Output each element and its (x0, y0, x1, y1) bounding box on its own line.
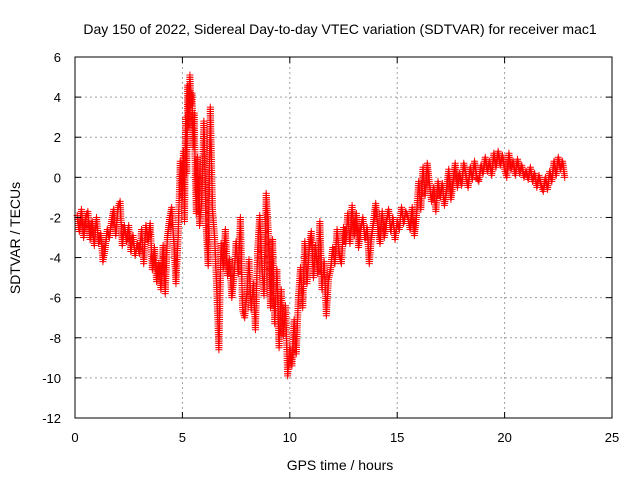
y-tick-label: -2 (49, 210, 61, 225)
x-axis-label: GPS time / hours (287, 457, 394, 473)
data-point-sample (101, 248, 109, 256)
x-tick-label: 0 (71, 430, 78, 445)
y-tick-label: -12 (42, 411, 61, 426)
data-point-sample (107, 219, 115, 227)
x-tick-label: 15 (390, 430, 404, 445)
y-tick-label: 2 (54, 130, 61, 145)
y-tick-label: -4 (49, 251, 61, 266)
axis-ticks: 0 5 10 15 20 25 -12 -10 -8 -6 -4 -2 0 2 4 6 (42, 50, 619, 445)
x-tick-label: 20 (497, 430, 511, 445)
data-point-sample (238, 304, 246, 312)
y-tick-label: 0 (54, 170, 61, 185)
data-point-sample (324, 278, 332, 286)
data-point-sample (165, 217, 173, 225)
data-points (73, 71, 569, 380)
y-tick-label: 4 (54, 90, 61, 105)
y-tick-label: 6 (54, 50, 61, 65)
y-axis-label: SDTVAR / TECUs (7, 182, 23, 294)
x-tick-label: 5 (179, 430, 186, 445)
y-tick-label: -6 (49, 291, 61, 306)
x-tick-label: 25 (605, 430, 619, 445)
x-tick-label: 10 (283, 430, 297, 445)
data-point-sample (326, 268, 334, 276)
y-tick-label: -10 (42, 371, 61, 386)
plot-frame (74, 56, 613, 419)
data-point-sample (500, 163, 508, 171)
data-point-sample (560, 171, 568, 179)
y-tick-label: -8 (49, 331, 61, 346)
chart-title: Day 150 of 2022, Sidereal Day-to-day VTE… (83, 21, 596, 37)
